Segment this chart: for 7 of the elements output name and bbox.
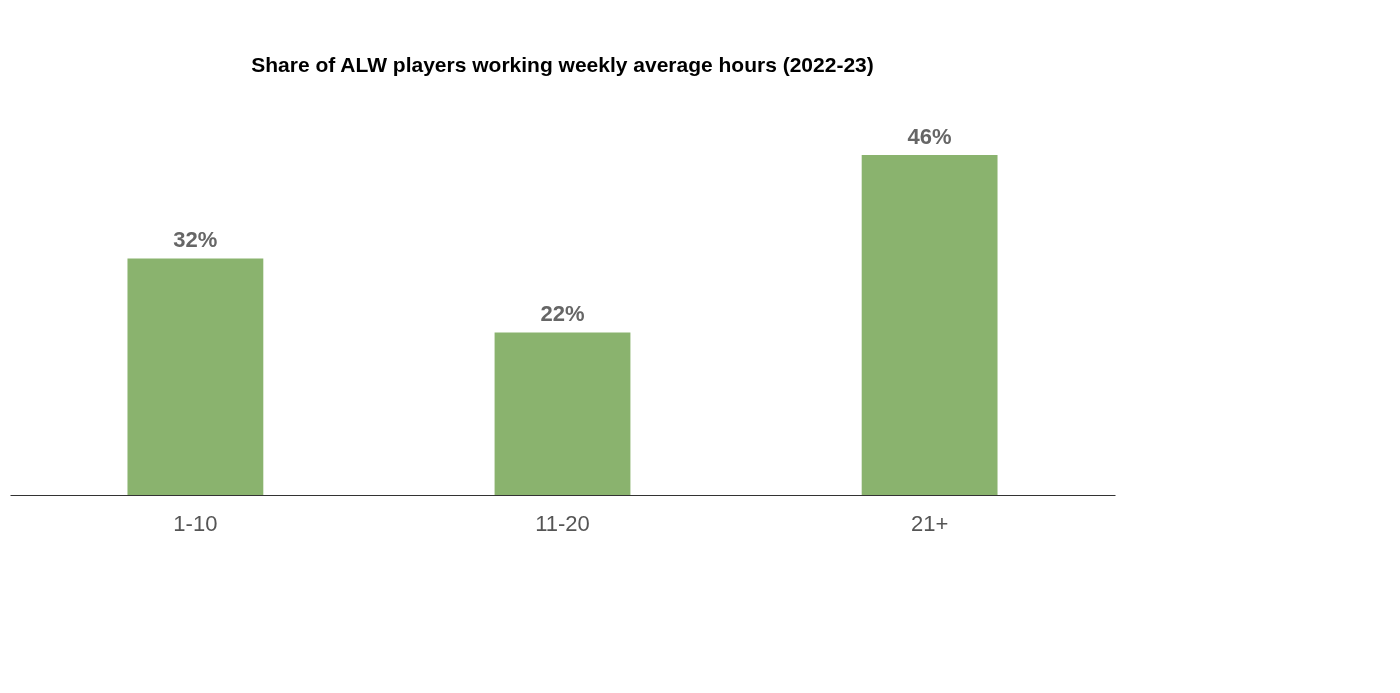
- x-tick-label: 11-20: [535, 510, 590, 536]
- data-label: 22%: [540, 301, 585, 327]
- data-label: 46%: [907, 124, 952, 149]
- data-label: 32%: [173, 227, 218, 253]
- chart-title: Share of ALW players working weekly average hours (2022-23): [251, 53, 874, 76]
- x-tick-label: 21+: [910, 510, 949, 536]
- x-tick-label: 1-10: [173, 510, 218, 536]
